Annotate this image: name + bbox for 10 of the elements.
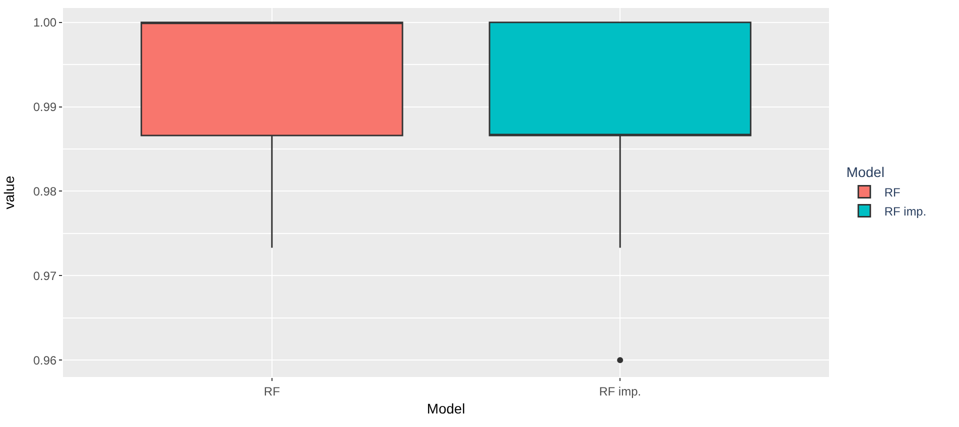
legend-title: Model (846, 164, 884, 180)
legend-label: RF (884, 185, 900, 200)
x-axis-title: Model (426, 400, 466, 417)
y-axis-title: value (0, 176, 17, 210)
y-tick-label: 0.97 (33, 268, 57, 283)
y-tick-label: 0.98 (33, 184, 57, 198)
y-tick-label: 0.99 (33, 100, 57, 114)
y-tick-label: 1.00 (33, 16, 57, 30)
legend-label: RF imp. (884, 204, 926, 218)
y-tick-label: 0.96 (33, 353, 57, 368)
